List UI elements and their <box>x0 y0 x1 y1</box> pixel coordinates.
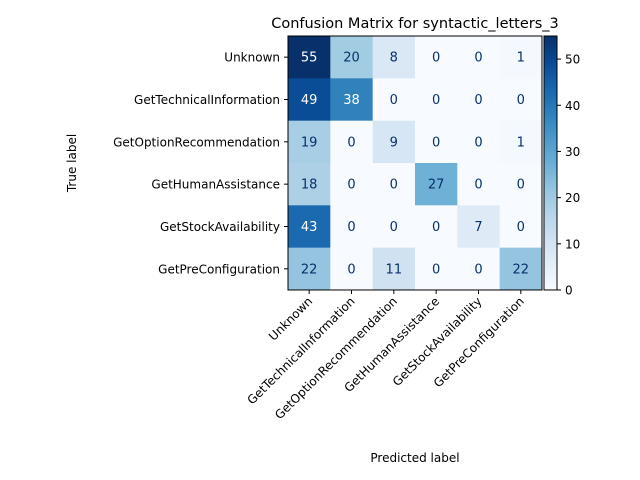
heatmap-cell-r0-c1 <box>330 36 374 79</box>
y-tick-label-0: Unknown <box>224 51 280 65</box>
heatmap-cell-r3-c4 <box>457 162 501 206</box>
cell-value-r5-c2: 11 <box>386 262 403 277</box>
cell-value-r2-c4: 0 <box>474 135 482 150</box>
cell-value-r1-c2: 0 <box>390 93 398 108</box>
heatmap-cell-r0-c3 <box>414 36 458 79</box>
y-tick-label-5: GetPreConfiguration <box>158 262 280 276</box>
cell-value-r1-c1: 38 <box>343 93 360 108</box>
cell-value-r5-c5: 22 <box>513 262 530 277</box>
heatmap-cell-r4-c3 <box>414 205 458 249</box>
cell-value-r4-c5: 0 <box>517 220 525 235</box>
x-axis-label: Predicted label <box>370 451 459 465</box>
cell-value-r2-c0: 19 <box>301 135 318 150</box>
cell-value-r0-c2: 8 <box>390 51 398 66</box>
cell-value-r2-c3: 0 <box>432 135 440 150</box>
colorbar-ticks: 0 10 20 30 40 50 <box>557 53 580 297</box>
heatmap-cell-r4-c5 <box>499 205 543 249</box>
cell-value-r0-c0: 55 <box>301 51 318 66</box>
heatmap-cell-r3-c1 <box>330 162 374 206</box>
y-tick-label-4: GetStockAvailability <box>160 220 280 234</box>
chart-title: Confusion Matrix for syntactic_letters_3 <box>271 16 559 32</box>
y-tick-label-3: GetHumanAssistance <box>151 178 280 192</box>
cell-value-r5-c4: 0 <box>474 262 482 277</box>
heatmap-cell-r2-c5 <box>499 120 543 164</box>
heatmap-cell-r0-c0 <box>288 36 331 79</box>
cell-value-r3-c3: 27 <box>428 178 445 193</box>
heatmap-cell-r3-c3 <box>414 162 458 206</box>
heatmap-cell-r5-c4 <box>457 247 501 291</box>
cell-value-r1-c3: 0 <box>432 93 440 108</box>
heatmap-cell-r1-c2 <box>372 78 416 122</box>
heatmap-cell-r2-c1 <box>330 120 374 164</box>
heatmap-cell-r0-c4 <box>457 36 501 79</box>
heatmap-cell-r0-c5 <box>499 36 543 79</box>
colorbar-tick-label-3: 30 <box>565 145 580 159</box>
heatmap-cell-r5-c5 <box>499 247 543 291</box>
cell-value-r3-c2: 0 <box>390 178 398 193</box>
plot-frame <box>287 35 543 291</box>
heatmap-cell-r2-c4 <box>457 120 501 164</box>
y-tick-label-2: GetOptionRecommendation <box>113 135 280 149</box>
cell-value-r3-c1: 0 <box>347 178 355 193</box>
cell-value-r0-c4: 0 <box>474 51 482 66</box>
cell-value-r5-c0: 22 <box>301 262 318 277</box>
heatmap-cell-r4-c0 <box>288 205 331 249</box>
heatmap-cell-r4-c2 <box>372 205 416 249</box>
heatmap-cell-r2-c3 <box>414 120 458 164</box>
heatmap-cell-r5-c3 <box>414 247 458 291</box>
cell-value-r3-c0: 18 <box>301 178 318 193</box>
cell-value-r0-c5: 1 <box>517 51 525 66</box>
cell-value-r3-c5: 0 <box>517 178 525 193</box>
heatmap-cell-r3-c2 <box>372 162 416 206</box>
cell-value-r4-c3: 0 <box>432 220 440 235</box>
heatmap-cell-r3-c0 <box>288 162 331 206</box>
cell-value-r4-c0: 43 <box>301 220 318 235</box>
heatmap-cell-r4-c1 <box>330 205 374 249</box>
heatmap-cell-r1-c4 <box>457 78 501 122</box>
cell-value-r1-c4: 0 <box>474 93 482 108</box>
cell-value-r1-c5: 0 <box>517 93 525 108</box>
heatmap-cell-r4-c4 <box>457 205 501 249</box>
colorbar-tick-label-4: 40 <box>565 99 580 113</box>
colorbar-tick-label-5: 50 <box>565 53 580 67</box>
y-tick-label-1: GetTechnicalInformation <box>134 93 280 107</box>
y-axis: Unknown GetTechnicalInformation GetOptionR… <box>113 51 288 276</box>
heatmap-cell-r5-c0 <box>288 247 331 291</box>
heatmap-cell-r1-c0 <box>288 78 331 122</box>
cell-value-r4-c4: 7 <box>474 220 482 235</box>
y-axis-label: True label <box>65 134 79 193</box>
cell-value-r2-c1: 0 <box>347 135 355 150</box>
cell-value-r5-c1: 0 <box>347 262 355 277</box>
heatmap-cell-r1-c5 <box>499 78 543 122</box>
colorbar-tick-label-0: 0 <box>565 283 573 297</box>
cell-value-r4-c2: 0 <box>390 220 398 235</box>
cell-value-r3-c4: 0 <box>474 178 482 193</box>
colorbar-tick-label-2: 20 <box>565 191 580 205</box>
x-axis: UnknownGetTechnicalInformationGetOptionR… <box>245 289 527 422</box>
heatmap-cell-r2-c2 <box>372 120 416 164</box>
heatmap-cell-r1-c3 <box>414 78 458 122</box>
heatmap-cells <box>288 36 543 291</box>
cell-value-r0-c3: 0 <box>432 51 440 66</box>
cell-value-r2-c5: 1 <box>517 135 525 150</box>
cell-value-r1-c0: 49 <box>301 93 318 108</box>
heatmap-cell-r3-c5 <box>499 162 543 206</box>
cell-annotations: 55 20 8 0 0 1 49 38 0 0 0 0 19 0 9 0 0 1 18 0 0 27 0 0 43 0 0 0 7 0 22… <box>301 51 529 278</box>
heatmap-cell-r2-c0 <box>288 120 331 164</box>
heatmap-cell-r5-c1 <box>330 247 374 291</box>
colorbar-tick-label-1: 10 <box>565 237 580 251</box>
cell-value-r0-c1: 20 <box>343 51 360 66</box>
cell-value-r4-c1: 0 <box>347 220 355 235</box>
heatmap-cell-r0-c2 <box>372 36 416 79</box>
colorbar <box>543 35 558 291</box>
cell-value-r2-c2: 9 <box>390 135 398 150</box>
heatmap-cell-r1-c1 <box>330 78 374 122</box>
cell-value-r5-c3: 0 <box>432 262 440 277</box>
heatmap-cell-r5-c2 <box>372 247 416 291</box>
